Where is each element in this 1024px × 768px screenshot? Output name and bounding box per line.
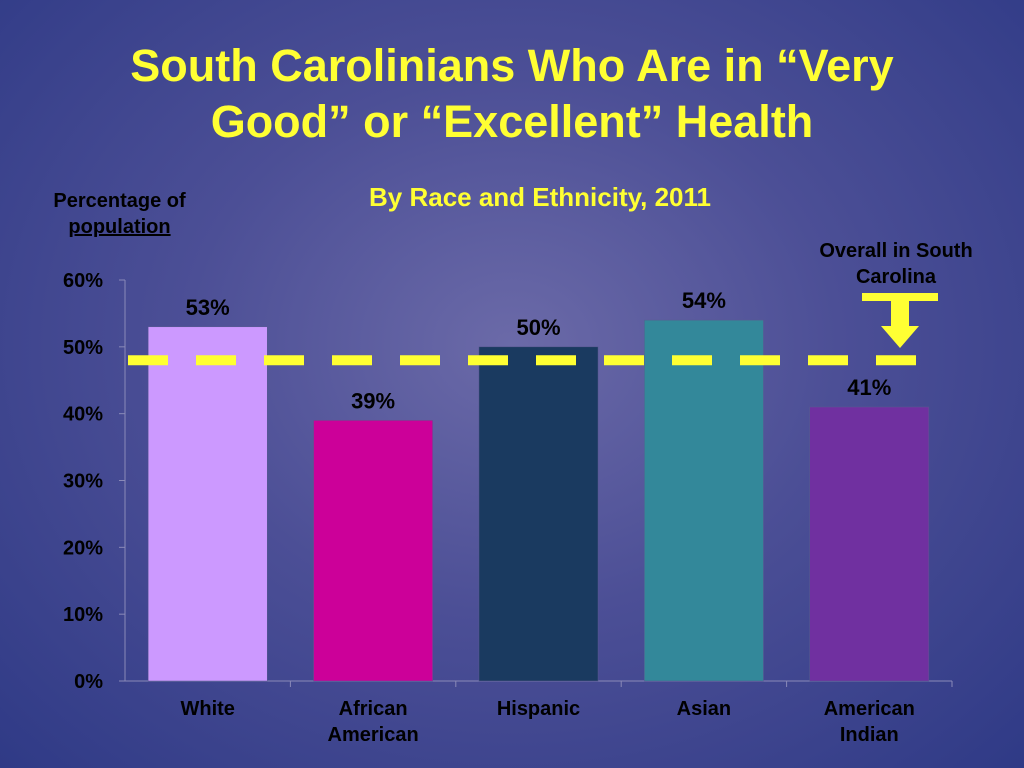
y-tick-label: 50% xyxy=(63,337,103,359)
y-tick-label: 60% xyxy=(63,270,103,292)
y-tick-label: 30% xyxy=(63,471,103,493)
data-label: 54% xyxy=(682,288,726,313)
data-label: 39% xyxy=(351,388,395,413)
bar xyxy=(478,346,599,682)
x-tick-label: Asian xyxy=(677,698,731,720)
chart-title-line-1: South Carolinians Who Are in “Very xyxy=(130,40,894,91)
data-label: 41% xyxy=(847,375,891,400)
bar xyxy=(809,406,930,682)
chart-title: South Carolinians Who Are in “Very Good”… xyxy=(0,38,1024,150)
y-tick-label: 0% xyxy=(74,671,103,693)
x-tick-label: American Indian xyxy=(824,698,915,746)
y-tick-label: 20% xyxy=(63,537,103,559)
data-label: 53% xyxy=(186,295,230,320)
chart-subtitle: By Race and Ethnicity, 2011 xyxy=(369,182,711,212)
bar xyxy=(644,319,764,682)
x-tick-label: African American xyxy=(328,698,419,746)
arrow-bar xyxy=(862,293,938,301)
x-tick-label: Hispanic xyxy=(497,698,580,720)
bar xyxy=(313,420,433,682)
bar xyxy=(147,326,268,682)
data-label: 50% xyxy=(516,315,560,340)
arrow-down-icon xyxy=(881,301,919,348)
y-axis-label-line-1: Percentage of xyxy=(53,190,186,212)
y-tick-label: 40% xyxy=(63,404,103,426)
reference-line-label: Overall in South Carolina xyxy=(819,240,973,288)
chart-title-line-2: Good” or “Excellent” Health xyxy=(210,96,814,147)
y-tick-label: 10% xyxy=(63,604,103,626)
y-axis-label-line-2: population xyxy=(68,216,171,238)
x-tick-label: White xyxy=(180,698,234,720)
y-axis-label: Percentage of population xyxy=(22,188,217,240)
